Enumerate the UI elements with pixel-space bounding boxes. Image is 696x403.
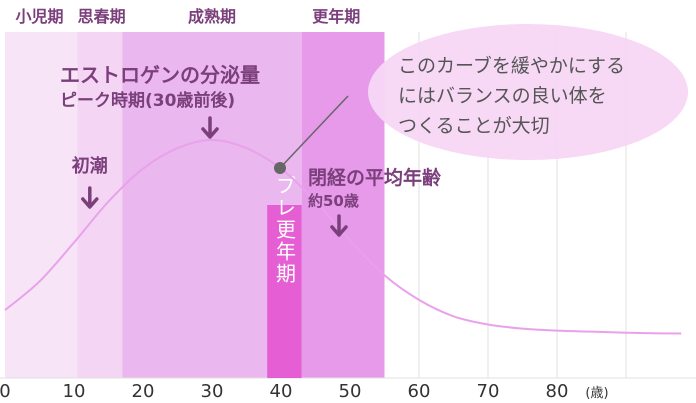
- estrogen-curve-line: [4, 138, 682, 335]
- annotation-menopause-sublabel: 約50歳: [308, 192, 359, 210]
- x-unit-label: (歳): [585, 386, 608, 401]
- callout-pointer-dot: [274, 162, 286, 174]
- stage-label-1: 思春期: [78, 7, 126, 26]
- callout-text-line-2: つくることが大切: [398, 115, 550, 137]
- pre-menopause-bar: [267, 205, 302, 378]
- stage-band-1: [77, 32, 123, 378]
- annotation-peak-arrow: [201, 116, 219, 139]
- stage-band-0: [5, 32, 78, 378]
- stage-label-2: 成熟期: [188, 7, 236, 26]
- callout-text-line-0: このカーブを緩やかにする: [398, 54, 625, 77]
- annotation-menopause-label: 閉経の平均年齢: [308, 166, 442, 189]
- x-tick-label-8: 80: [546, 381, 569, 402]
- annotation-peak-sublabel: ピーク時期(30歳前後): [60, 90, 235, 111]
- callout-pointer-line: [279, 95, 349, 169]
- x-tick-label-6: 60: [408, 381, 431, 402]
- stage-label-3: 更年期: [312, 7, 360, 26]
- callout-bubble: [368, 24, 688, 160]
- callout-text-line-1: にはバランスの良い体を: [398, 85, 607, 107]
- annotation-menarche-arrow-head: [81, 197, 99, 209]
- x-tick-label-0: 0: [0, 381, 11, 402]
- annotation-peak-arrow-head: [201, 127, 219, 139]
- annotation-menarche-arrow: [81, 186, 99, 209]
- x-tick-label-7: 70: [477, 381, 500, 402]
- stage-label-0: 小児期: [15, 7, 63, 26]
- annotation-menarche-label: 初潮: [72, 155, 108, 177]
- x-tick-label-4: 40: [270, 381, 293, 402]
- pre-menopause-label: プレ更年期: [272, 175, 296, 285]
- x-tick-label-3: 30: [201, 381, 224, 402]
- annotation-menopause-arrow: [330, 214, 348, 237]
- annotation-peak-label: エストロゲンの分泌量: [60, 63, 260, 87]
- annotation-menopause-arrow-head: [330, 225, 348, 237]
- x-tick-label-5: 50: [339, 381, 362, 402]
- x-tick-label-1: 10: [63, 381, 86, 402]
- x-tick-label-2: 20: [132, 381, 155, 402]
